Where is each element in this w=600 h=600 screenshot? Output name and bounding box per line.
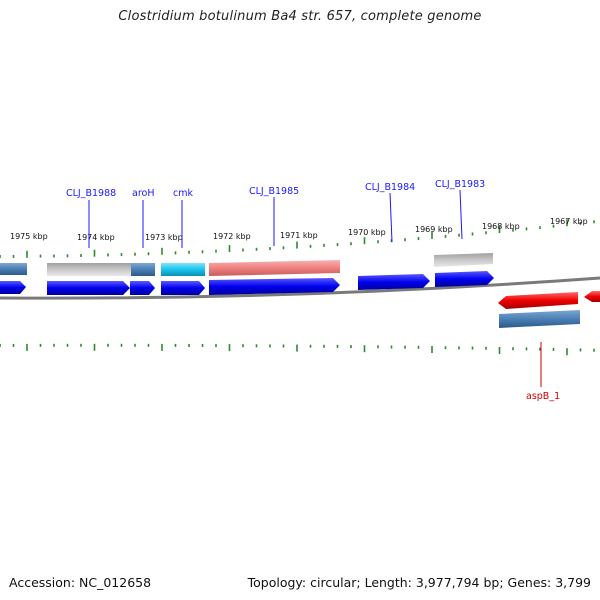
scale-label: 1972 kbp — [213, 232, 251, 241]
scale-label: 1970 kbp — [348, 228, 386, 237]
gene-label-aroh[interactable]: aroH — [132, 188, 154, 199]
cds-arrow[interactable] — [209, 278, 340, 295]
cds-track — [0, 271, 600, 328]
scale-label: 1971 kbp — [280, 231, 318, 240]
cds-arrow-reverse[interactable] — [584, 291, 600, 302]
cds-arrow[interactable] — [358, 274, 430, 290]
map-title: Clostridium botulinum Ba4 str. 657, comp… — [118, 9, 482, 24]
scale-ticks-lower — [0, 343, 595, 356]
gene-bar[interactable] — [161, 263, 205, 276]
cds-arrow[interactable] — [435, 271, 494, 287]
cds-arrow[interactable] — [0, 281, 26, 294]
gene-label-aspb-1[interactable]: aspB_1 — [526, 391, 560, 402]
gene-bar[interactable] — [131, 263, 155, 276]
cds-arrow[interactable] — [161, 281, 205, 295]
gene-labels: CLJ_B1988 aroH cmk CLJ_B1985 CLJ_B1984 C… — [66, 179, 560, 402]
genome-summary-text: Topology: circular; Length: 3,977,794 bp… — [247, 575, 591, 590]
scale-label: 1975 kbp — [10, 232, 48, 241]
scale-label: 1968 kbp — [482, 222, 520, 231]
scale-label: 1973 kbp — [145, 233, 183, 242]
scale-label: 1974 kbp — [77, 233, 115, 242]
gene-label-clj-b1988[interactable]: CLJ_B1988 — [66, 188, 116, 199]
scale-labels: 1975 kbp 1974 kbp 1973 kbp 1972 kbp 1971… — [10, 217, 588, 242]
gene-label-clj-b1984[interactable]: CLJ_B1984 — [365, 182, 415, 193]
scale-ticks-upper — [0, 219, 595, 258]
gene-bar[interactable] — [47, 263, 131, 276]
gene-bar[interactable] — [209, 260, 340, 276]
cds-arrow-reverse[interactable] — [498, 292, 578, 309]
cds-arrow[interactable] — [47, 281, 130, 295]
accession-text: Accession: NC_012658 — [9, 575, 152, 590]
scale-label: 1967 kbp — [550, 217, 588, 226]
cds-arrow[interactable] — [130, 281, 155, 295]
scale-label: 1969 kbp — [415, 225, 453, 234]
genome-backbone — [0, 276, 600, 300]
gene-bar[interactable] — [434, 253, 493, 267]
gene-label-clj-b1983[interactable]: CLJ_B1983 — [435, 179, 485, 190]
gene-bar[interactable] — [0, 263, 27, 275]
gene-label-clj-b1985[interactable]: CLJ_B1985 — [249, 186, 299, 197]
label-leaders — [88, 189, 542, 387]
gene-track — [0, 253, 493, 276]
gene-bar[interactable] — [499, 310, 580, 328]
gene-label-cmk[interactable]: cmk — [173, 188, 193, 199]
